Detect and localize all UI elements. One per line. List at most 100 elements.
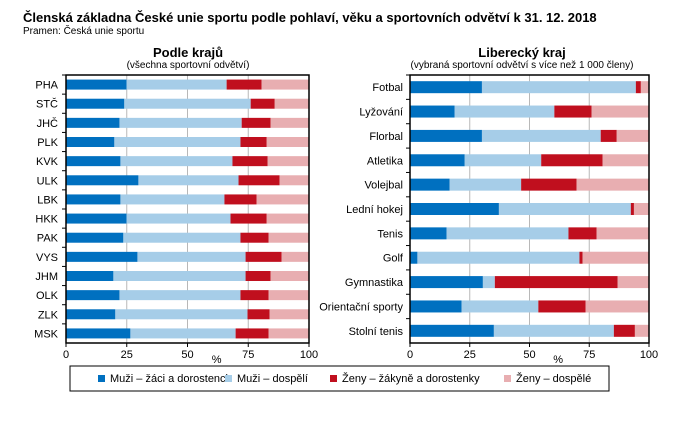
bar-segment <box>247 309 270 320</box>
plot-frame <box>65 74 310 344</box>
category-label: Volejbal <box>364 180 403 192</box>
bar-segment <box>602 154 649 167</box>
bar-segment <box>224 194 257 205</box>
bar-segment <box>410 154 465 167</box>
bar-segment <box>521 178 577 191</box>
bar-segment <box>138 175 239 186</box>
bar-segment <box>66 271 114 281</box>
bar-segment <box>274 98 309 109</box>
bar-segment <box>568 227 597 240</box>
bar-segment <box>446 227 569 240</box>
bar-segment <box>66 98 125 109</box>
category-label: Orientační sporty <box>319 301 403 313</box>
bar-segment <box>268 328 309 339</box>
bar-segment <box>633 203 649 215</box>
figure-source: Pramen: Česká unie sportu <box>23 26 145 37</box>
legend-swatch <box>98 375 105 382</box>
bar-segment <box>410 324 494 337</box>
bar-segment <box>120 156 233 167</box>
bar-segment <box>493 324 614 337</box>
bar-segment <box>232 156 268 167</box>
bar-segment <box>238 175 280 186</box>
bar-segment <box>410 178 450 191</box>
bar-segment <box>461 300 539 313</box>
bar-segment <box>241 117 271 128</box>
bar-segment <box>482 276 495 289</box>
bar-segment <box>410 276 483 289</box>
bar-segment <box>266 213 309 224</box>
bar-segment <box>630 203 634 215</box>
bar-segment <box>226 79 262 90</box>
category-label: ZLK <box>38 309 59 321</box>
bar-segment <box>113 271 246 281</box>
bar-segment <box>481 129 601 142</box>
bar-segment <box>640 81 649 94</box>
category-label: PHA <box>35 80 58 92</box>
bar-segment <box>240 137 267 147</box>
category-label: Golf <box>383 253 404 265</box>
category-label: HKK <box>35 214 58 226</box>
panel-subtitle: (všechna sportovní odvětví) <box>127 60 250 71</box>
bar-segment <box>494 276 618 289</box>
bar-segment <box>240 290 269 301</box>
category-label: LBK <box>37 194 58 206</box>
category-label: KVK <box>36 156 59 168</box>
bar-segment <box>279 175 309 186</box>
bar-segment <box>579 251 583 264</box>
bar-segment <box>66 309 116 320</box>
x-tick-label: 25 <box>464 349 476 361</box>
bar-segment <box>126 79 227 90</box>
category-label: Lední hokej <box>346 204 403 216</box>
category-label: PLK <box>37 137 58 149</box>
legend-swatch <box>330 375 337 382</box>
category-label: JHM <box>35 271 58 283</box>
bar-segment <box>245 251 282 262</box>
category-label: Fotbal <box>372 82 403 94</box>
x-tick-label: 25 <box>121 349 133 361</box>
plot-frame <box>409 74 650 344</box>
bar-segment <box>576 178 649 191</box>
bar-segment <box>591 105 649 118</box>
panel-subtitle: (vybraná sportovní odvětví s více než 1 … <box>411 60 634 71</box>
bar-segment <box>66 156 121 167</box>
bar-segment <box>268 290 309 301</box>
x-tick-label: 50 <box>523 349 535 361</box>
bar-segment <box>410 129 482 142</box>
figure-title: Členská základna České unie sportu podle… <box>23 10 597 25</box>
bar-segment <box>269 309 309 320</box>
legend-label: Ženy – žákyně a dorostenky <box>342 372 480 385</box>
category-label: MSK <box>34 328 59 340</box>
bar-segment <box>66 328 131 339</box>
bar-segment <box>600 129 617 142</box>
bar-segment <box>66 137 115 147</box>
bar-segment <box>115 309 248 320</box>
bar-segment <box>635 81 641 94</box>
x-tick-label: 0 <box>407 349 413 361</box>
category-label: Lyžování <box>359 107 403 119</box>
bar-segment <box>538 300 586 313</box>
x-axis-label: % <box>553 354 563 366</box>
legend-label: Muži – žáci a dorostenci <box>110 373 228 385</box>
category-label: JHČ <box>37 117 58 130</box>
bar-segment <box>464 154 542 167</box>
bar-segment <box>245 271 271 281</box>
legend-swatch <box>225 375 232 382</box>
bar-segment <box>240 232 269 243</box>
category-label: Stolní tenis <box>349 326 404 338</box>
bar-segment <box>123 232 241 243</box>
bar-segment <box>585 300 649 313</box>
bar-segment <box>66 290 120 301</box>
bar-segment <box>410 300 462 313</box>
category-label: ULK <box>37 175 59 187</box>
x-tick-label: 75 <box>242 349 254 361</box>
x-axis-label: % <box>212 354 222 366</box>
bar-segment <box>268 232 309 243</box>
bar-segment <box>541 154 603 167</box>
bar-segment <box>124 98 251 109</box>
bar-segment <box>119 290 241 301</box>
legend-box <box>69 365 610 392</box>
bar-segment <box>256 194 309 205</box>
category-label: OLK <box>36 290 59 302</box>
bar-segment <box>410 227 447 240</box>
bar-segment <box>449 178 522 191</box>
